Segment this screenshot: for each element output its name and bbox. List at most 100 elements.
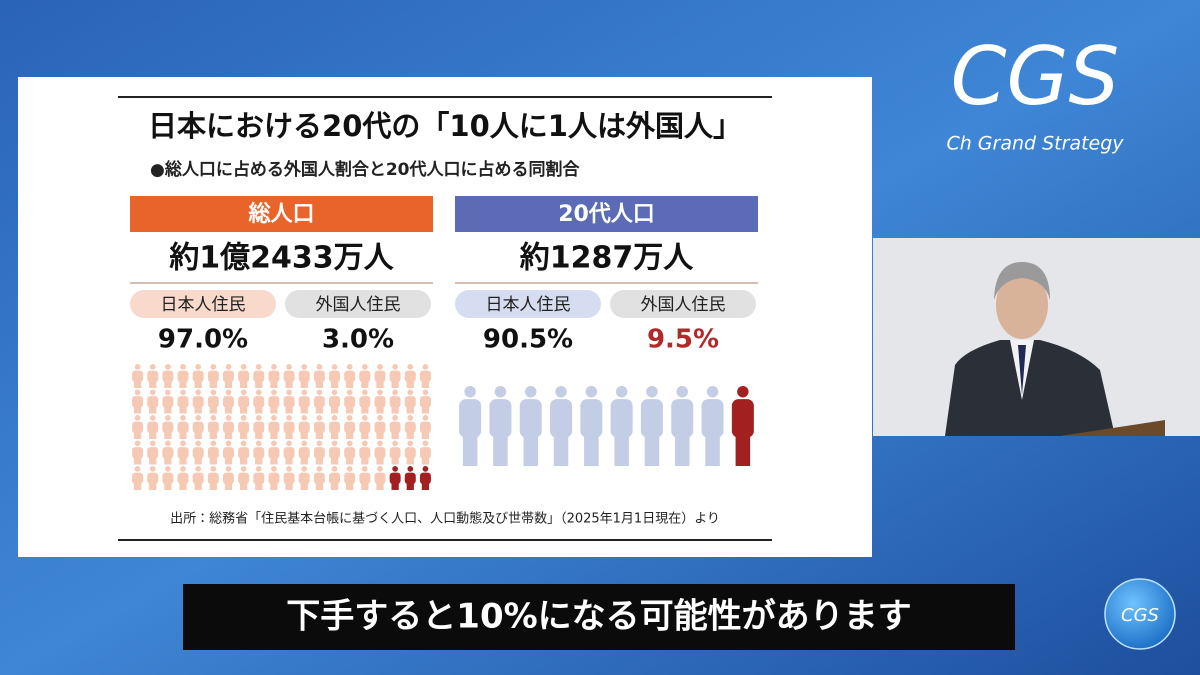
person-body <box>222 447 234 459</box>
person-icon <box>207 466 219 490</box>
person-body <box>298 370 310 383</box>
person-head <box>225 415 232 421</box>
person-body <box>268 447 280 459</box>
person-body <box>298 396 310 408</box>
person-legs <box>285 456 293 465</box>
person-body <box>132 421 144 434</box>
person-body <box>580 399 603 438</box>
person-body <box>253 396 265 408</box>
person-icon <box>268 466 280 490</box>
person-head <box>195 415 202 421</box>
person-body <box>329 472 341 485</box>
panel-header: 20代人口 <box>558 202 655 227</box>
person-legs <box>391 482 399 490</box>
person-body <box>329 370 341 383</box>
person-icon <box>344 440 356 465</box>
person-body <box>207 447 219 459</box>
person-legs <box>224 431 233 439</box>
badge: CGS <box>1121 605 1159 626</box>
person-head <box>180 466 186 472</box>
person-legs <box>270 405 278 414</box>
person-icon <box>374 389 386 414</box>
person-body <box>419 370 431 383</box>
person-body <box>404 472 416 485</box>
person-icon <box>374 466 386 490</box>
person-legs <box>391 380 399 388</box>
person-legs <box>346 482 354 490</box>
person-body <box>147 370 159 383</box>
person-legs <box>330 380 339 388</box>
person-body <box>329 447 341 459</box>
person-body <box>359 447 371 459</box>
group-label: 日本人住民 <box>161 295 246 315</box>
person-legs <box>330 431 339 439</box>
person-body <box>313 447 325 459</box>
person-legs <box>361 405 369 414</box>
person-legs <box>300 482 308 490</box>
person-icon <box>389 440 401 465</box>
panel-total: 約1287万人 <box>520 241 694 276</box>
person-body <box>374 421 386 434</box>
person-legs <box>391 405 399 414</box>
person-head <box>316 364 323 370</box>
person-legs <box>224 456 233 465</box>
person-legs <box>179 431 187 439</box>
person-legs <box>194 380 202 388</box>
person-body <box>207 396 219 408</box>
person-legs <box>376 431 384 439</box>
person-legs <box>209 405 217 414</box>
person-head <box>407 466 414 472</box>
person-head <box>149 415 156 421</box>
person-legs <box>270 482 278 490</box>
person-icon <box>283 389 295 414</box>
person-icon <box>389 389 401 414</box>
person-head <box>240 389 247 396</box>
person-legs <box>376 405 384 414</box>
person-body <box>374 447 386 459</box>
group-share: 3.0% <box>322 325 394 355</box>
group-pill <box>610 290 756 318</box>
person-body <box>404 421 416 434</box>
person-legs <box>224 380 233 388</box>
person-icon <box>253 415 265 439</box>
person-head <box>180 440 186 447</box>
person-icon <box>671 386 694 466</box>
person-icon <box>177 415 189 439</box>
person-icon <box>404 440 416 465</box>
person-head <box>271 364 277 370</box>
person-icon <box>313 389 325 414</box>
person-head <box>165 440 171 447</box>
person-body <box>640 399 663 438</box>
person-icon <box>283 415 295 439</box>
person-head <box>240 466 247 472</box>
person-legs <box>406 456 414 465</box>
person-body <box>253 447 265 459</box>
person-body <box>389 472 401 485</box>
person-icon <box>222 389 234 414</box>
person-head <box>149 389 156 396</box>
person-head <box>346 415 353 421</box>
group-pill <box>130 290 276 318</box>
person-legs <box>179 482 187 490</box>
person-body <box>344 447 356 459</box>
person-legs <box>255 380 263 388</box>
person-body <box>207 370 219 383</box>
person-body <box>344 421 356 434</box>
person-legs <box>315 380 324 388</box>
person-legs <box>133 380 142 388</box>
person-body <box>419 447 431 459</box>
person-head <box>316 389 323 396</box>
person-legs <box>330 456 339 465</box>
person-body <box>313 472 325 485</box>
person-head <box>240 440 247 447</box>
person-icon <box>177 440 189 465</box>
person-body <box>283 447 295 459</box>
person-legs <box>209 482 217 490</box>
person-legs <box>493 431 508 466</box>
person-body <box>374 396 386 408</box>
person-head <box>195 440 202 447</box>
person-body <box>374 472 386 485</box>
person-head <box>286 415 292 421</box>
person-head <box>165 389 171 396</box>
person-legs <box>179 380 187 388</box>
